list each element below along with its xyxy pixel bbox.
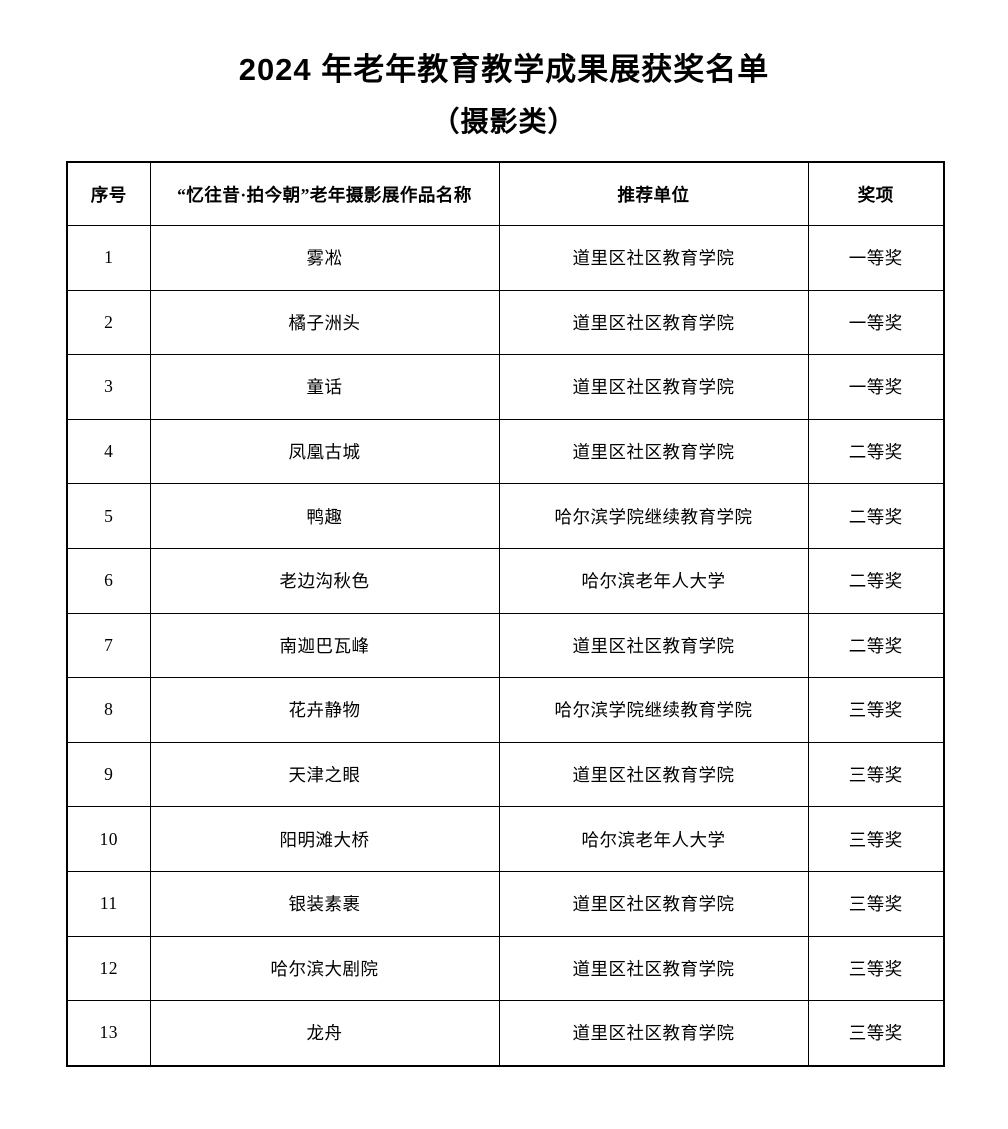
cell-work-title: 银装素裹 — [149, 870, 500, 937]
header-cell-award: 奖项 — [807, 161, 945, 226]
table-row: 2 橘子洲头 道里区社区教育学院 一等奖 — [66, 289, 945, 356]
cell-index: 3 — [66, 354, 151, 420]
cell-award: 一等奖 — [807, 354, 945, 420]
cell-index: 12 — [66, 935, 151, 1002]
cell-work-title: 阳明滩大桥 — [149, 806, 500, 872]
table-row: 10 阳明滩大桥 哈尔滨老年人大学 三等奖 — [66, 806, 945, 872]
cell-work-title: 凤凰古城 — [149, 418, 500, 485]
table-row: 4 凤凰古城 道里区社区教育学院 二等奖 — [66, 418, 945, 485]
cell-recommender: 道里区社区教育学院 — [498, 935, 809, 1002]
cell-work-title: 哈尔滨大剧院 — [149, 935, 500, 1002]
cell-award: 一等奖 — [807, 289, 945, 356]
cell-award: 二等奖 — [807, 547, 945, 614]
cell-index: 8 — [66, 677, 151, 743]
document-subtitle: （摄影类） — [431, 106, 577, 137]
table-body: 1 雾凇 道里区社区教育学院 一等奖 2 橘子洲头 道里区社区教育学院 一等奖 3 童话 道里区社区… — [66, 225, 945, 1067]
cell-award: 三等奖 — [807, 741, 945, 808]
table-row: 9 天津之眼 道里区社区教育学院 三等奖 — [66, 741, 945, 808]
cell-award: 二等奖 — [807, 483, 945, 549]
header-cell-recommender: 推荐单位 — [498, 161, 809, 226]
cell-recommender: 道里区社区教育学院 — [498, 418, 809, 485]
cell-index: 2 — [66, 289, 151, 356]
cell-recommender: 道里区社区教育学院 — [498, 870, 809, 937]
table-header-row: 序号 “忆往昔·拍今朝”老年摄影展作品名称 推荐单位 奖项 — [66, 161, 945, 226]
table-row: 1 雾凇 道里区社区教育学院 一等奖 — [66, 225, 945, 291]
table-row: 12 哈尔滨大剧院 道里区社区教育学院 三等奖 — [66, 935, 945, 1002]
table-row: 3 童话 道里区社区教育学院 一等奖 — [66, 354, 945, 420]
cell-index: 9 — [66, 741, 151, 808]
cell-recommender: 道里区社区教育学院 — [498, 289, 809, 356]
cell-award: 二等奖 — [807, 418, 945, 485]
cell-recommender: 道里区社区教育学院 — [498, 741, 809, 808]
cell-work-title: 龙舟 — [149, 1000, 500, 1067]
cell-work-title: 南迦巴瓦峰 — [149, 612, 500, 679]
cell-work-title: 天津之眼 — [149, 741, 500, 808]
cell-work-title: 花卉静物 — [149, 677, 500, 743]
cell-award: 三等奖 — [807, 677, 945, 743]
cell-recommender: 哈尔滨学院继续教育学院 — [498, 483, 809, 549]
cell-work-title: 老边沟秋色 — [149, 547, 500, 614]
header-cell-work-title: “忆往昔·拍今朝”老年摄影展作品名称 — [149, 161, 500, 226]
cell-award: 三等奖 — [807, 1000, 945, 1067]
cell-work-title: 童话 — [149, 354, 500, 420]
header-cell-index: 序号 — [66, 161, 151, 226]
cell-index: 1 — [66, 225, 151, 291]
table-row: 11 银装素裹 道里区社区教育学院 三等奖 — [66, 870, 945, 937]
cell-recommender: 道里区社区教育学院 — [498, 1000, 809, 1067]
cell-work-title: 雾凇 — [149, 225, 500, 291]
cell-index: 6 — [66, 547, 151, 614]
cell-index: 10 — [66, 806, 151, 872]
table-row: 13 龙舟 道里区社区教育学院 三等奖 — [66, 1000, 945, 1067]
cell-work-title: 鸭趣 — [149, 483, 500, 549]
cell-award: 三等奖 — [807, 806, 945, 872]
cell-recommender: 哈尔滨学院继续教育学院 — [498, 677, 809, 743]
awards-table: 序号 “忆往昔·拍今朝”老年摄影展作品名称 推荐单位 奖项 1 雾凇 道里区社区教育… — [66, 161, 945, 1067]
table-row: 6 老边沟秋色 哈尔滨老年人大学 二等奖 — [66, 547, 945, 614]
table-row: 5 鸭趣 哈尔滨学院继续教育学院 二等奖 — [66, 483, 945, 549]
cell-recommender: 道里区社区教育学院 — [498, 354, 809, 420]
cell-work-title: 橘子洲头 — [149, 289, 500, 356]
cell-award: 三等奖 — [807, 935, 945, 1002]
cell-index: 4 — [66, 418, 151, 485]
cell-recommender: 道里区社区教育学院 — [498, 612, 809, 679]
cell-index: 11 — [66, 870, 151, 937]
cell-award: 一等奖 — [807, 225, 945, 291]
cell-recommender: 哈尔滨老年人大学 — [498, 806, 809, 872]
table-row: 8 花卉静物 哈尔滨学院继续教育学院 三等奖 — [66, 677, 945, 743]
cell-award: 三等奖 — [807, 870, 945, 937]
document-title: 2024 年老年教育教学成果展获奖名单 — [238, 52, 770, 87]
table-row: 7 南迦巴瓦峰 道里区社区教育学院 二等奖 — [66, 612, 945, 679]
cell-index: 5 — [66, 483, 151, 549]
cell-index: 7 — [66, 612, 151, 679]
cell-recommender: 道里区社区教育学院 — [498, 225, 809, 291]
cell-award: 二等奖 — [807, 612, 945, 679]
cell-recommender: 哈尔滨老年人大学 — [498, 547, 809, 614]
cell-index: 13 — [66, 1000, 151, 1067]
